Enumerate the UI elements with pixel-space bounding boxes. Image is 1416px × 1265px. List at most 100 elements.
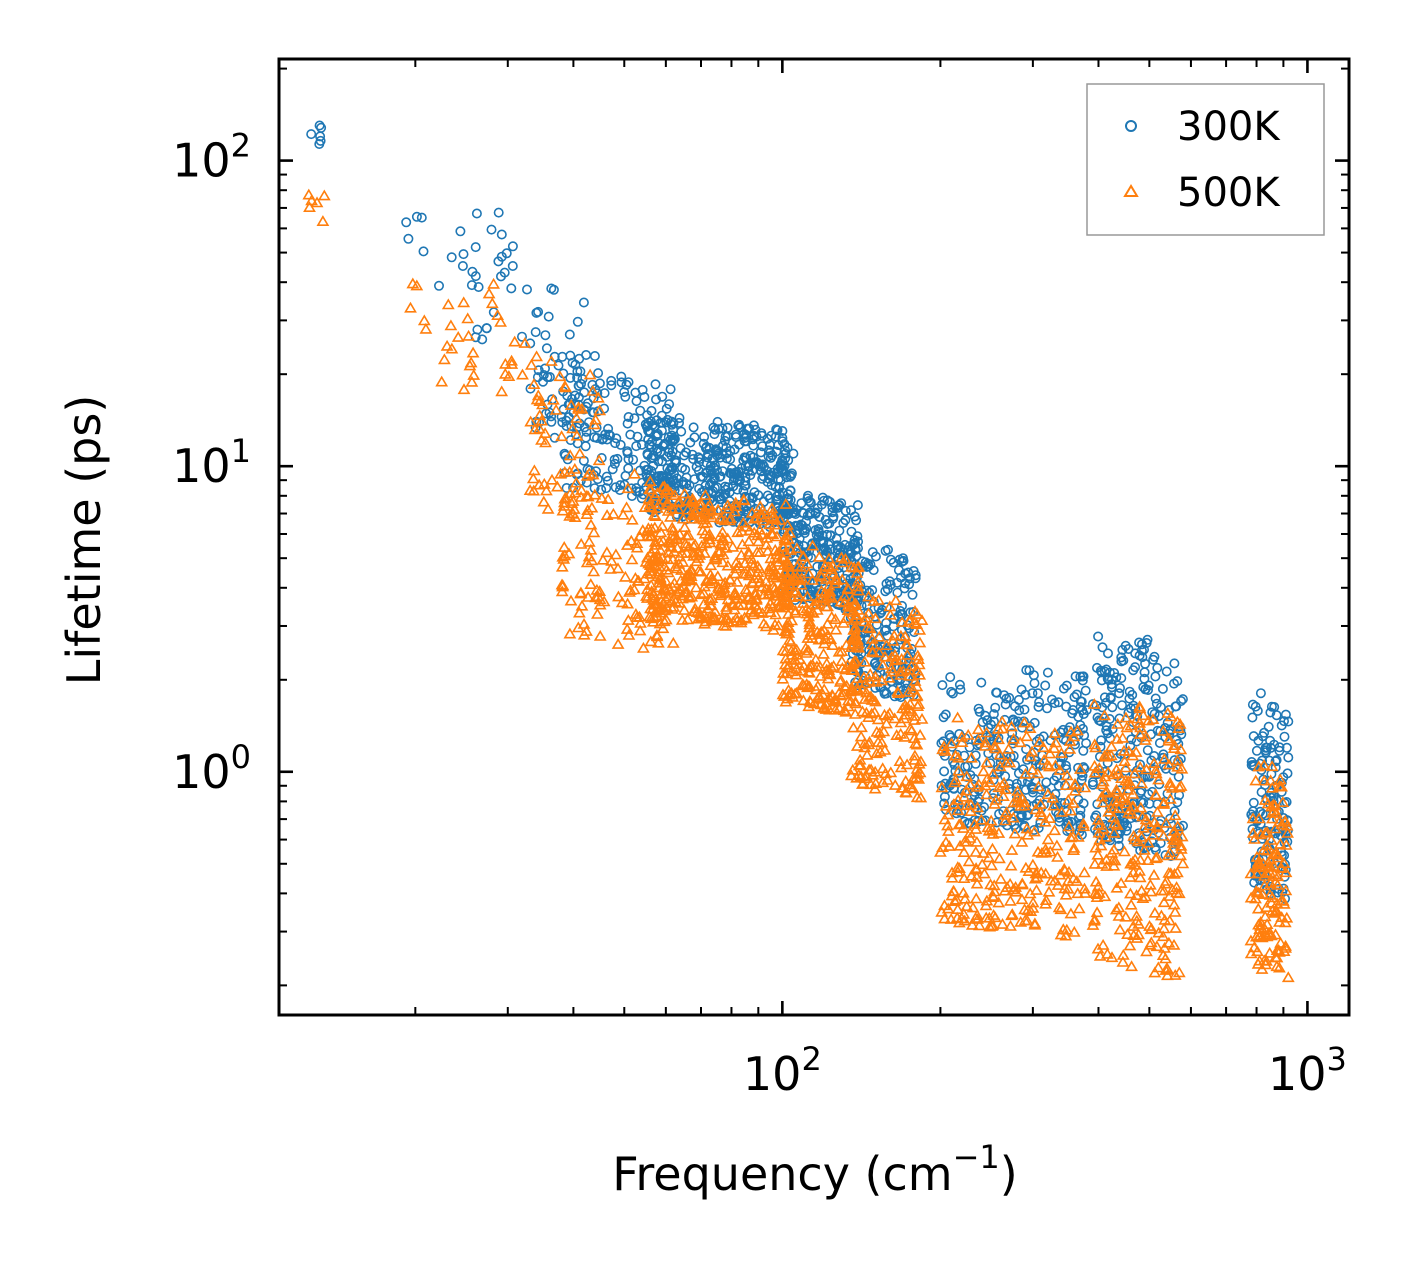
data-point xyxy=(1004,919,1017,931)
data-point xyxy=(1171,715,1184,727)
data-point xyxy=(1255,688,1266,699)
data-point xyxy=(664,510,677,522)
data-point xyxy=(1110,786,1124,798)
data-point xyxy=(863,622,877,634)
data-point xyxy=(817,637,831,649)
data-point xyxy=(852,759,866,771)
data-point xyxy=(740,475,751,486)
data-point xyxy=(977,717,988,728)
data-point xyxy=(1020,914,1034,926)
data-point xyxy=(847,721,860,733)
data-point xyxy=(757,514,770,526)
data-point xyxy=(901,638,914,650)
data-point xyxy=(1097,822,1110,834)
data-point xyxy=(616,377,627,388)
data-point xyxy=(1279,731,1290,742)
data-point xyxy=(643,498,657,510)
data-point xyxy=(673,528,687,540)
data-point xyxy=(655,551,669,563)
data-point xyxy=(855,683,869,695)
data-point xyxy=(790,643,804,655)
data-point xyxy=(860,686,873,698)
data-point xyxy=(689,581,703,593)
data-point xyxy=(692,564,705,576)
data-point xyxy=(986,767,1000,779)
data-point xyxy=(699,537,713,549)
data-point xyxy=(779,695,793,707)
data-point xyxy=(776,582,790,594)
data-point xyxy=(1247,824,1258,835)
data-point xyxy=(818,495,829,506)
data-point xyxy=(535,414,548,426)
data-point xyxy=(1271,878,1284,890)
data-point xyxy=(457,296,471,308)
data-point xyxy=(1262,742,1273,753)
data-point xyxy=(753,490,764,501)
data-point xyxy=(575,378,586,389)
data-point xyxy=(569,476,583,488)
data-point xyxy=(535,433,548,445)
data-point xyxy=(1123,871,1137,882)
data-point xyxy=(1066,830,1080,842)
data-point xyxy=(603,423,614,434)
data-point xyxy=(1274,745,1285,756)
data-point xyxy=(657,391,668,402)
data-point xyxy=(858,655,872,667)
data-point xyxy=(1152,662,1163,673)
data-point xyxy=(1173,717,1187,729)
data-point xyxy=(977,765,990,777)
data-point xyxy=(834,689,848,701)
data-point xyxy=(574,537,588,549)
data-point xyxy=(537,495,551,507)
data-point xyxy=(776,587,790,598)
data-point xyxy=(804,495,815,506)
data-point xyxy=(581,590,595,602)
data-point xyxy=(992,733,1005,745)
data-point xyxy=(701,602,715,614)
data-point xyxy=(880,717,893,729)
data-point xyxy=(716,494,727,505)
data-point xyxy=(649,510,662,522)
data-point xyxy=(822,579,836,591)
data-point xyxy=(1130,914,1144,926)
data-point xyxy=(711,503,725,515)
data-point xyxy=(1026,763,1039,775)
data-point xyxy=(524,415,538,427)
data-point xyxy=(1136,810,1149,822)
data-point xyxy=(987,909,1000,920)
data-point xyxy=(401,217,412,228)
data-point xyxy=(1265,781,1279,793)
data-point xyxy=(1098,749,1112,761)
data-point xyxy=(642,450,653,461)
data-point xyxy=(1064,831,1078,843)
data-point xyxy=(789,668,803,680)
data-point xyxy=(655,594,668,606)
data-point xyxy=(573,380,584,391)
data-point xyxy=(1021,904,1035,916)
data-point xyxy=(1252,812,1266,824)
data-point xyxy=(1263,946,1277,958)
data-point xyxy=(980,756,994,768)
data-point xyxy=(611,433,622,444)
data-point xyxy=(990,702,1001,713)
data-point xyxy=(1067,872,1080,884)
data-point xyxy=(1088,779,1099,790)
data-point xyxy=(622,418,633,429)
data-point xyxy=(1060,760,1071,771)
data-point xyxy=(780,445,791,456)
data-point xyxy=(1244,867,1258,879)
data-point xyxy=(609,548,623,560)
data-point xyxy=(1275,818,1289,830)
data-point xyxy=(315,135,326,146)
data-point xyxy=(1140,945,1153,957)
data-point xyxy=(620,470,631,481)
data-point xyxy=(508,335,522,347)
data-point xyxy=(1274,936,1287,948)
data-point xyxy=(821,628,835,640)
data-point xyxy=(587,407,598,418)
data-point xyxy=(615,596,629,608)
data-point xyxy=(1167,833,1180,844)
data-point xyxy=(812,550,826,562)
data-point xyxy=(1149,764,1163,776)
data-point xyxy=(788,448,799,459)
